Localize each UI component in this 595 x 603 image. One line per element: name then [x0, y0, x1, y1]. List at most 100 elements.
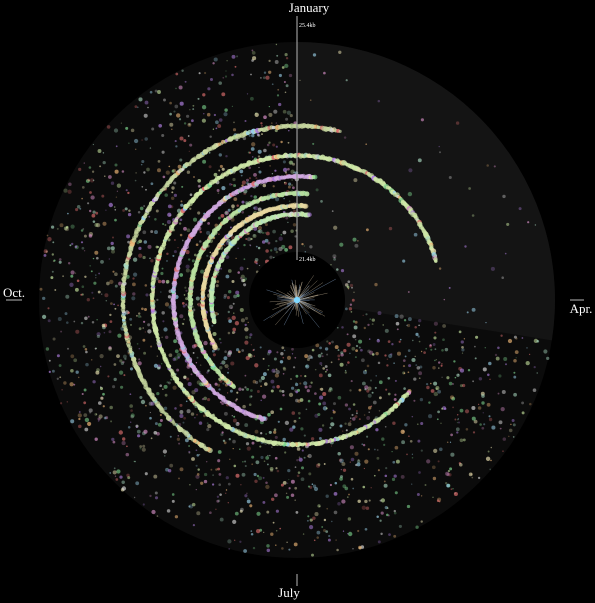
data-point: [411, 483, 413, 485]
data-point: [420, 350, 423, 353]
data-point: [299, 374, 303, 377]
data-point: [232, 302, 235, 305]
data-point: [244, 323, 247, 327]
data-point: [235, 398, 238, 401]
data-point: [396, 351, 402, 356]
data-point: [417, 439, 421, 443]
data-point: [83, 162, 85, 164]
data-point: [513, 358, 517, 363]
data-point: [341, 499, 346, 504]
data-point: [141, 185, 144, 188]
data-point: [268, 70, 272, 74]
data-point: [170, 378, 173, 381]
data-point: [164, 393, 168, 397]
data-point: [407, 317, 412, 322]
data-point: [150, 401, 155, 406]
data-point: [282, 367, 287, 371]
data-point: [384, 425, 387, 428]
data-point: [102, 160, 106, 165]
ring-point: [304, 191, 310, 197]
data-point: [288, 392, 294, 398]
data-point: [122, 354, 127, 359]
data-point: [395, 459, 400, 464]
data-point: [466, 311, 469, 314]
data-point: [442, 338, 445, 342]
data-point: [337, 358, 340, 361]
data-point: [387, 392, 391, 396]
data-point: [218, 483, 221, 486]
burst-line: [296, 280, 318, 301]
data-point: [279, 407, 283, 411]
data-point: [94, 223, 99, 227]
data-point: [143, 320, 146, 323]
data-point: [437, 460, 440, 463]
data-point: [357, 240, 359, 242]
data-point: [252, 234, 256, 237]
data-point: [76, 279, 80, 283]
data-point: [274, 493, 278, 498]
data-point: [282, 481, 287, 485]
data-point: [170, 196, 175, 201]
data-point: [248, 336, 252, 339]
data-point: [364, 369, 367, 372]
data-point: [323, 529, 326, 532]
data-point: [446, 376, 450, 380]
data-point: [266, 544, 270, 548]
data-point: [263, 71, 267, 74]
data-point: [89, 411, 92, 414]
data-point: [332, 410, 336, 414]
data-point: [216, 280, 220, 284]
data-point: [486, 164, 489, 167]
data-point: [225, 274, 230, 279]
data-point: [224, 350, 227, 353]
data-point: [330, 445, 333, 447]
data-point: [409, 439, 413, 443]
data-point: [318, 373, 323, 378]
data-point: [292, 366, 296, 369]
data-point: [70, 419, 75, 424]
data-point: [267, 454, 269, 457]
data-point: [242, 404, 246, 409]
data-point: [232, 439, 236, 444]
burst-line: [296, 299, 304, 324]
data-point: [377, 338, 379, 341]
data-point: [208, 151, 211, 154]
data-point: [288, 487, 291, 490]
data-point: [253, 227, 258, 231]
data-point: [101, 323, 106, 328]
data-point: [280, 483, 284, 487]
data-point: [340, 269, 345, 273]
data-point: [358, 339, 363, 344]
data-point: [441, 348, 444, 352]
data-point: [255, 460, 260, 465]
data-point: [143, 351, 147, 355]
data-point: [129, 317, 133, 321]
data-point: [116, 183, 122, 188]
data-point: [74, 287, 79, 292]
data-point: [279, 360, 284, 364]
data-point: [218, 118, 223, 122]
data-point: [167, 238, 171, 242]
data-point: [195, 488, 197, 491]
data-point: [92, 220, 96, 223]
data-point: [333, 256, 336, 259]
data-point: [249, 244, 252, 246]
data-point: [444, 347, 449, 352]
data-point: [52, 260, 55, 263]
data-point: [394, 445, 399, 450]
data-point: [471, 416, 476, 421]
data-point: [288, 182, 292, 186]
data-point: [408, 435, 410, 438]
data-point: [103, 416, 107, 420]
data-point: [262, 500, 266, 504]
data-point: [119, 370, 124, 375]
data-point: [453, 491, 458, 497]
data-point: [241, 472, 246, 477]
data-point: [418, 340, 421, 343]
data-point: [353, 178, 358, 183]
data-point: [128, 209, 131, 212]
data-point: [403, 319, 407, 322]
data-point: [58, 260, 62, 264]
data-point: [229, 458, 231, 461]
data-point: [173, 110, 176, 113]
